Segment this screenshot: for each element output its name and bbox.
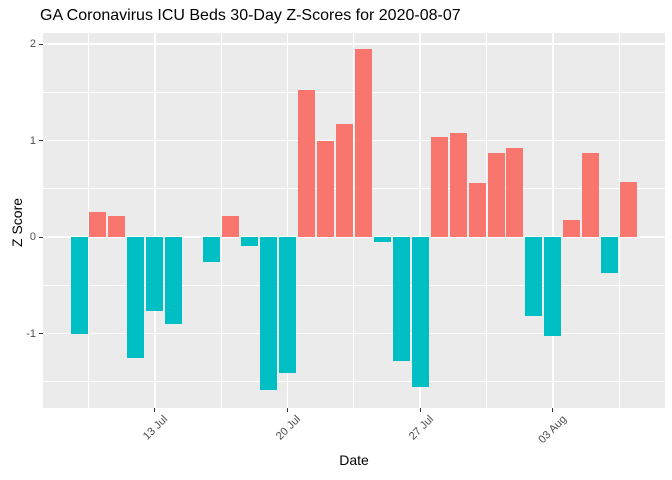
bar-26-jul (392, 237, 410, 362)
y-axis-tick (39, 140, 43, 141)
bar-05-aug (582, 153, 600, 237)
y-tick-label: 0 (29, 231, 36, 243)
bar-16-jul (203, 237, 221, 263)
minor-gridline-vertical (486, 33, 488, 408)
bar-10-jul (89, 211, 107, 237)
y-axis-tick (39, 333, 43, 334)
bar-07-aug (620, 181, 638, 237)
major-gridline-vertical (154, 33, 156, 408)
plot-panel (43, 33, 665, 408)
major-gridline-vertical (419, 33, 421, 408)
minor-gridline-vertical (88, 33, 89, 408)
bar-01-aug (506, 148, 524, 237)
bar-27-jul (411, 237, 429, 387)
bar-02-aug (525, 237, 543, 317)
bar-25-jul (373, 237, 391, 242)
y-tick-label: -1 (26, 327, 36, 340)
bar-18-jul (241, 237, 259, 246)
chart-title: GA Coronavirus ICU Beds 30-Day Z-Scores … (40, 7, 461, 24)
x-axis-tick (419, 408, 421, 412)
bar-19-jul (260, 237, 278, 391)
bar-12-jul (127, 237, 145, 358)
bar-13-jul (146, 237, 164, 312)
x-axis-tick (552, 408, 554, 412)
major-gridline-vertical (552, 33, 554, 408)
bar-17-jul (222, 215, 240, 237)
minor-gridline-vertical (353, 33, 355, 408)
bar-31-jul (487, 153, 505, 237)
minor-gridline-vertical (618, 33, 620, 408)
major-gridline-horizontal (43, 236, 665, 238)
bar-28-jul (430, 136, 448, 237)
x-tick-label: 13 Jul (141, 413, 171, 443)
major-gridline-horizontal (43, 43, 665, 45)
bar-30-jul (468, 182, 486, 237)
major-gridline-horizontal (43, 139, 665, 142)
bar-11-jul (108, 215, 126, 237)
bar-22-jul (316, 140, 334, 237)
y-axis-tick (39, 236, 43, 238)
x-tick-label: 03 Aug (535, 413, 569, 447)
bar-03-aug (544, 237, 562, 337)
bar-24-jul (354, 48, 372, 237)
minor-gridline-vertical (220, 33, 222, 408)
bar-29-jul (449, 132, 467, 237)
y-axis-tick (39, 43, 43, 45)
bar-23-jul (335, 124, 353, 237)
bar-09-jul (70, 237, 88, 334)
x-tick-label: 20 Jul (274, 413, 304, 443)
x-axis-tick (154, 408, 156, 412)
x-axis-tick (287, 408, 288, 412)
major-gridline-vertical (286, 33, 289, 408)
x-axis-title: Date (339, 452, 369, 468)
bar-14-jul (165, 237, 183, 324)
major-gridline-horizontal (43, 332, 665, 335)
bar-20-jul (279, 237, 296, 374)
y-tick-label: 1 (29, 134, 36, 147)
bar-21-jul (297, 90, 315, 237)
y-tick-label: 2 (29, 38, 36, 50)
bar-04-aug (563, 219, 581, 237)
x-tick-label: 27 Jul (406, 413, 436, 443)
bar-06-aug (601, 237, 619, 273)
y-axis-title: Z Score (9, 197, 25, 247)
